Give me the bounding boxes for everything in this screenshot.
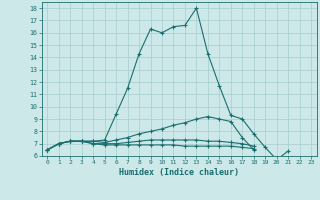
X-axis label: Humidex (Indice chaleur): Humidex (Indice chaleur) <box>119 168 239 177</box>
